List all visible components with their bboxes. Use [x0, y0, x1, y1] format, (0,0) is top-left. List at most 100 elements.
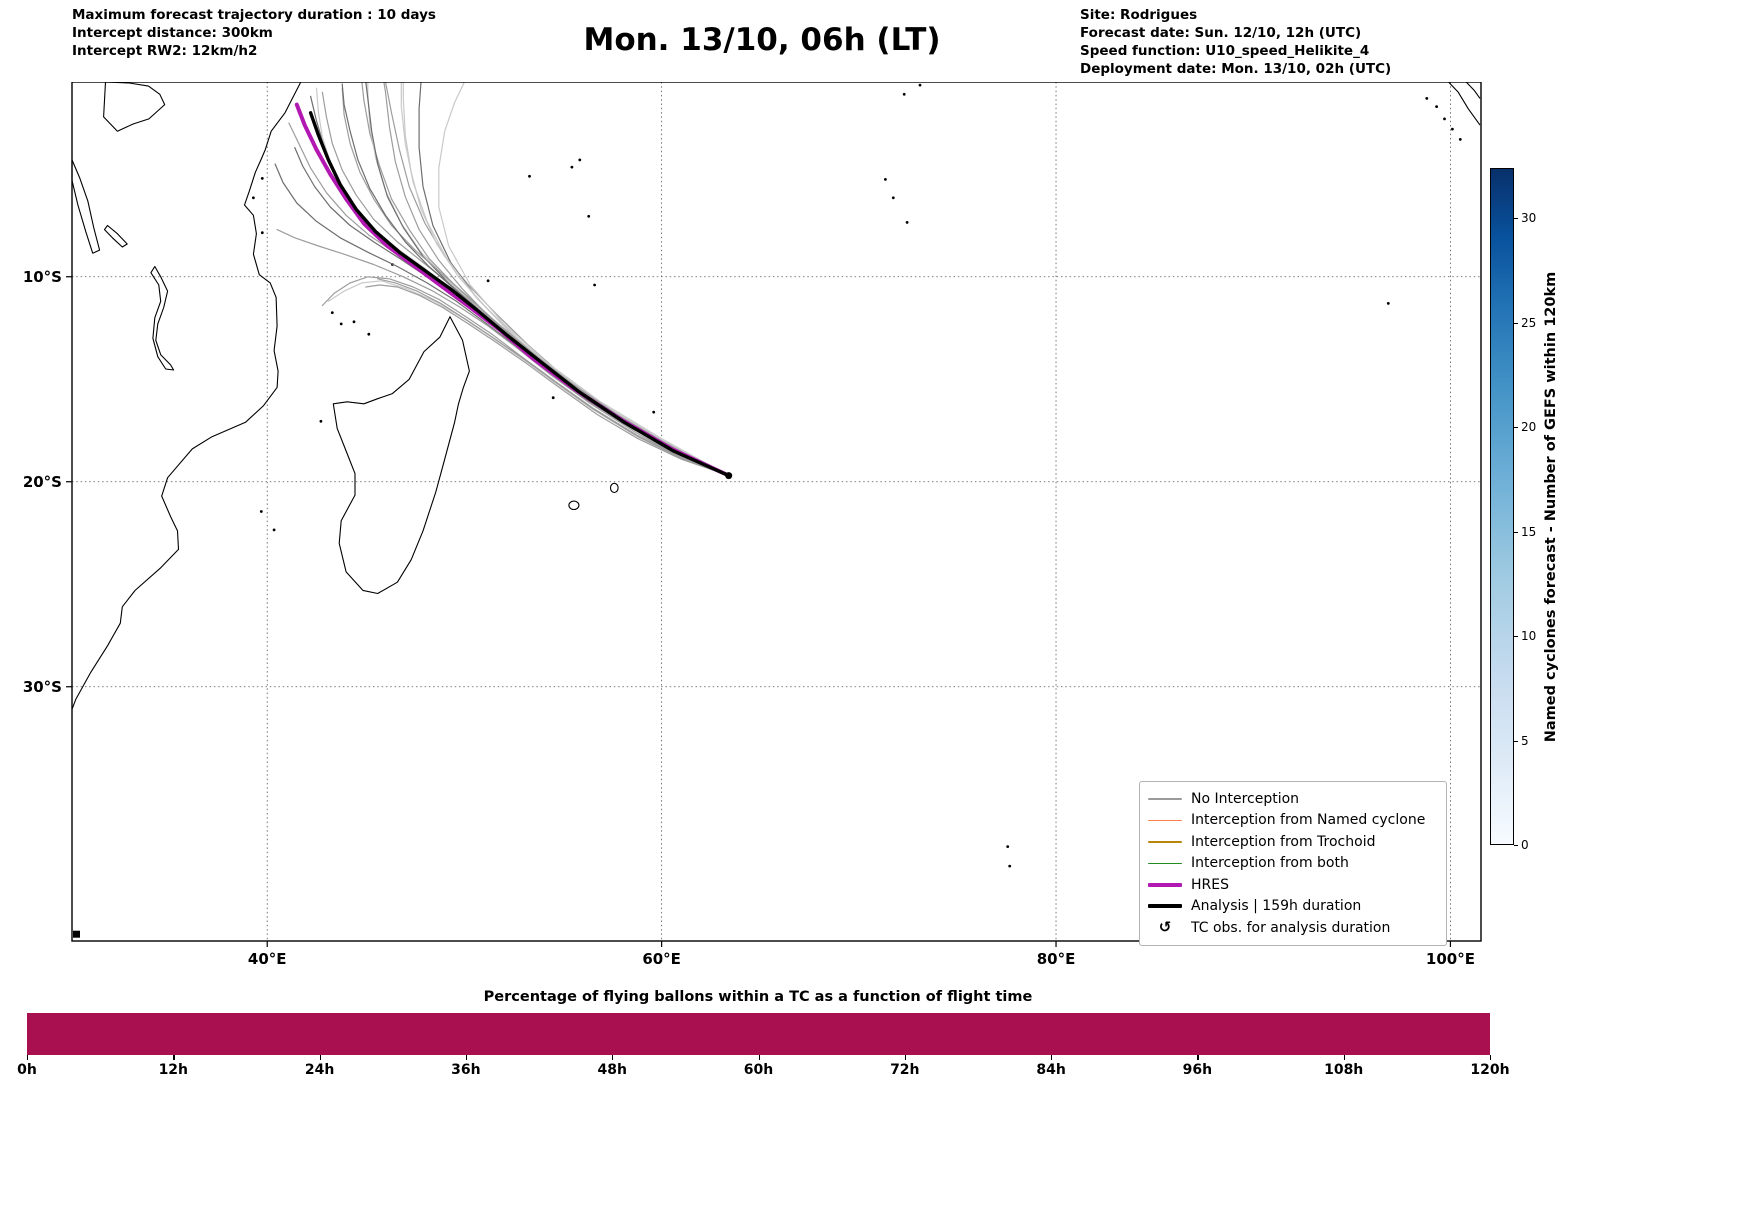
- flight-time-tick-mark: [758, 1055, 760, 1060]
- flight-time-tick-label: 60h: [743, 1062, 774, 1078]
- legend-line: [1148, 862, 1182, 864]
- legend-line: [1148, 798, 1182, 800]
- ensemble-track: [294, 147, 730, 477]
- colorbar-tick-mark: [1514, 636, 1518, 638]
- legend-line-swatch: [1148, 882, 1182, 887]
- flight-time-bar-segment: [1224, 1013, 1357, 1055]
- legend-label: Interception from both: [1191, 855, 1349, 872]
- flight-time-tick-label: 36h: [451, 1062, 481, 1078]
- lon-tick-label: 100°E: [1425, 950, 1475, 968]
- island-dot: [593, 283, 596, 287]
- ensemble-track: [321, 276, 730, 477]
- island-dot: [918, 83, 922, 87]
- flight-time-tick-mark: [1197, 1055, 1199, 1060]
- island-dot: [272, 528, 276, 532]
- ensemble-track: [438, 82, 730, 477]
- flight-time-bar-segment: [559, 1013, 692, 1055]
- legend-label: TC obs. for analysis duration: [1191, 919, 1391, 936]
- colorbar-gradient: [1490, 168, 1514, 845]
- site-info-block: Site: Rodrigues Forecast date: Sun. 12/1…: [1080, 7, 1391, 79]
- ensemble-track: [402, 82, 730, 477]
- island-mauritius: [609, 482, 619, 494]
- legend-item: HRES: [1148, 874, 1434, 896]
- flight-time-tick-mark: [1343, 1055, 1345, 1060]
- colorbar-label: Named cyclones forecast - Number of GEFS…: [1543, 271, 1559, 743]
- flight-time-tick-label: 108h: [1324, 1062, 1364, 1078]
- legend-label: Interception from Named cyclone: [1191, 812, 1426, 829]
- island-dot: [884, 178, 887, 181]
- flight-time-bar-segment: [426, 1013, 559, 1055]
- tc-obs-marker-icon: ↺: [1148, 920, 1182, 935]
- legend: No Interception Interception from Named c…: [1139, 781, 1447, 946]
- island-dot: [1451, 127, 1454, 131]
- island-dot: [578, 158, 582, 162]
- island-dot: [260, 231, 264, 235]
- flight-time-tick-label: 0h: [17, 1062, 37, 1078]
- flight-time-tick-mark: [173, 1055, 175, 1060]
- ensemble-track: [400, 82, 730, 477]
- legend-line-swatch: [1148, 819, 1182, 821]
- ensemble-track: [418, 82, 730, 477]
- colorbar-tick-mark: [1514, 740, 1518, 742]
- island-dot: [1386, 302, 1390, 305]
- flight-time-bar: [27, 1013, 1490, 1055]
- island-dot: [339, 322, 343, 326]
- coastline-sumatra-corner: [1465, 82, 1481, 99]
- island-dot: [260, 177, 264, 180]
- island-dot: [587, 214, 591, 218]
- island-dot: [570, 165, 574, 169]
- flight-time-tick-label: 48h: [597, 1062, 627, 1078]
- island-dot: [367, 332, 371, 336]
- ensemble-track: [321, 91, 730, 477]
- legend-item: Interception from Named cyclone: [1148, 810, 1434, 832]
- page-title: Mon. 13/10, 06h (LT): [583, 22, 941, 58]
- bottom-chart-title: Percentage of flying ballons within a TC…: [483, 989, 1033, 1005]
- colorbar-tick-label: 30: [1521, 211, 1537, 226]
- colorbar-tick-mark: [1514, 322, 1518, 324]
- coastline-africa-east-coast: [71, 82, 302, 710]
- island-dot: [902, 92, 906, 96]
- flight-time-tick-mark: [904, 1055, 907, 1060]
- flight-time-bar-segment: [825, 1013, 958, 1055]
- island-dot: [486, 279, 490, 283]
- island-dot: [1435, 105, 1438, 108]
- corner-island-mark: [73, 930, 80, 938]
- flight-time-tick-mark: [319, 1055, 321, 1060]
- lat-tick-label: 30°S: [22, 677, 62, 696]
- island-dot: [905, 221, 909, 224]
- coastline-madagascar: [332, 316, 470, 595]
- legend-line: [1148, 819, 1182, 821]
- island-dot: [259, 510, 263, 513]
- island-dot: [252, 196, 255, 200]
- coastline-lake-tanganyika: [71, 159, 101, 254]
- forecast-params-block: Maximum forecast trajectory duration : 1…: [72, 7, 436, 61]
- param-max-duration: Maximum forecast trajectory duration : 1…: [72, 7, 436, 23]
- flight-time-tick-label: 96h: [1182, 1062, 1213, 1078]
- flight-time-bar-segment: [160, 1013, 293, 1055]
- flight-time-tick-label: 24h: [304, 1062, 335, 1078]
- legend-label: Analysis | 159h duration: [1191, 898, 1362, 915]
- legend-item: Interception from both: [1148, 853, 1434, 875]
- legend-line: [1148, 904, 1182, 909]
- ensemble-track: [361, 82, 730, 477]
- analysis-track: [308, 111, 731, 478]
- legend-label: HRES: [1191, 876, 1229, 893]
- flight-time-tick-label: 72h: [890, 1062, 920, 1078]
- coastline-lake-malawi: [150, 265, 175, 371]
- island-dot: [891, 196, 895, 200]
- flight-time-tick-mark: [1490, 1055, 1492, 1060]
- ensemble-track: [288, 122, 730, 477]
- island-dot: [352, 320, 356, 324]
- island-dot: [1443, 117, 1446, 121]
- legend-item: Interception from Trochoid: [1148, 831, 1434, 853]
- forecast-date: Forecast date: Sun. 12/10, 12h (UTC): [1080, 24, 1362, 41]
- flight-time-bar-segment: [27, 1013, 160, 1055]
- param-intercept-distance: Intercept distance: 300km: [72, 24, 273, 41]
- flight-time-tick-mark: [465, 1055, 468, 1060]
- legend-line-swatch: [1148, 841, 1182, 843]
- lat-tick-label: 10°S: [22, 267, 62, 286]
- island-dot: [551, 396, 555, 400]
- legend-line-swatch: [1148, 862, 1182, 864]
- colorbar-tick-label: 10: [1521, 629, 1537, 644]
- island-dot: [1006, 845, 1010, 848]
